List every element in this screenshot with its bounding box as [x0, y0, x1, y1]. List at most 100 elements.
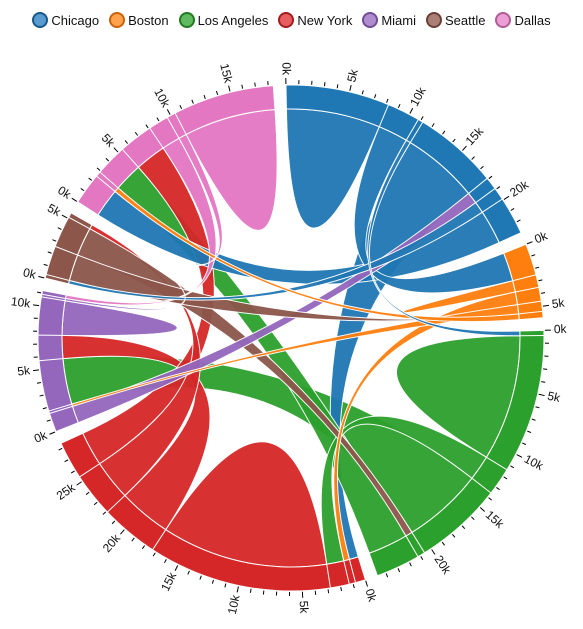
subgroup-divider: [41, 296, 66, 302]
subgroup-divider: [515, 286, 539, 293]
tick-mark: [241, 84, 244, 89]
subgroup-divider: [486, 456, 508, 471]
legend-label: Boston: [128, 12, 169, 28]
subgroup-divider: [107, 495, 126, 513]
tick-label: 5k: [546, 389, 562, 406]
tick-mark: [516, 454, 523, 458]
legend-item-boston[interactable]: Boston: [109, 12, 169, 28]
tick-label: 10k: [522, 452, 547, 474]
tick-label: 10k: [151, 86, 173, 111]
legend-swatch: [178, 12, 195, 28]
chord-miami-miami[interactable]: [61, 300, 178, 337]
chord-miami-seattle[interactable]: [64, 224, 186, 311]
legend-item-dallas[interactable]: Dallas: [495, 12, 551, 28]
tick-mark: [488, 497, 492, 501]
group-arc-new-york[interactable]: [60, 432, 367, 592]
tick-mark: [349, 84, 352, 92]
tick-mark: [397, 103, 401, 109]
tick-label: 10k: [225, 593, 243, 616]
tick-mark: [52, 239, 57, 242]
tick-mark: [32, 369, 40, 372]
tick-label: 20k: [507, 177, 532, 200]
tick-mark: [228, 85, 231, 92]
legend-label: New York: [297, 12, 353, 28]
subgroup-divider: [70, 212, 93, 226]
tick-mark: [462, 145, 467, 151]
tick-mark: [85, 491, 90, 496]
tick-mark: [96, 167, 101, 171]
tick-mark: [461, 525, 466, 530]
legend-item-los-angeles[interactable]: Los Angeles: [178, 12, 268, 28]
tick-mark: [93, 501, 98, 506]
legend-label: Seattle: [445, 12, 486, 28]
tick-mark: [33, 304, 40, 307]
subgroup-divider: [41, 293, 66, 299]
tick-mark: [120, 529, 125, 535]
tick-mark: [43, 263, 48, 266]
subgroup-divider: [149, 127, 164, 149]
tick-label: 15k: [158, 569, 180, 593]
tick-mark: [105, 157, 110, 162]
tick-mark: [441, 541, 445, 546]
tick-mark: [36, 382, 42, 384]
tick-label: 20k: [100, 531, 124, 556]
legend-item-chicago[interactable]: Chicago: [32, 12, 99, 28]
subgroup-divider: [122, 149, 139, 168]
subgroup-divider: [471, 477, 492, 494]
group-arc-dallas[interactable]: [76, 85, 276, 216]
legend-item-miami[interactable]: Miami: [362, 12, 416, 28]
tick-mark: [199, 575, 202, 580]
tick-label: 5k: [551, 295, 566, 311]
legend-label: Dallas: [514, 12, 551, 28]
tick-mark: [70, 470, 75, 474]
tick-mark: [386, 98, 389, 103]
tick-mark: [57, 227, 62, 230]
tick-mark: [141, 545, 146, 550]
tick-label: 5k: [344, 67, 361, 84]
tick-mark: [47, 251, 52, 254]
tick-mark: [211, 579, 214, 584]
tick-mark: [409, 562, 412, 567]
tick-mark: [535, 406, 540, 409]
tick-mark: [102, 511, 107, 515]
tick-mark: [496, 186, 501, 190]
tick-mark: [471, 156, 475, 160]
subgroup-divider: [468, 177, 488, 194]
tick-mark: [531, 418, 536, 421]
tick-mark: [145, 124, 149, 129]
tick-mark: [361, 90, 364, 95]
tick-label: 5k: [17, 363, 32, 379]
tick-mark: [39, 394, 44, 397]
subgroup-divider: [99, 171, 119, 189]
tick-mark: [503, 476, 508, 480]
tick-mark: [49, 431, 56, 435]
subgroup-divider: [152, 529, 167, 551]
tick-mark: [42, 407, 47, 410]
tick-mark: [540, 292, 546, 294]
group-arc-chicago[interactable]: [285, 84, 522, 244]
tick-mark: [442, 130, 446, 135]
subgroup-divider: [343, 560, 350, 585]
group-arc-boston[interactable]: [503, 243, 544, 321]
group-arcs: [37, 84, 545, 592]
subgroup-divider: [409, 121, 424, 143]
subgroup-divider: [348, 559, 357, 583]
subgroup-divider: [79, 463, 100, 478]
legend-swatch: [426, 12, 442, 28]
tick-mark: [134, 132, 139, 136]
tick-mark: [409, 108, 414, 114]
subgroup-divider: [517, 300, 542, 306]
tick-mark: [166, 109, 171, 115]
legend-item-new-york[interactable]: New York: [278, 12, 352, 28]
tick-mark: [452, 138, 456, 143]
tick-mark: [37, 291, 42, 294]
tick-mark: [46, 419, 51, 422]
tick-mark: [420, 116, 424, 121]
legend-item-seattle[interactable]: Seattle: [426, 12, 485, 28]
tick-mark: [340, 586, 343, 592]
group-arc-miami[interactable]: [37, 289, 79, 433]
subgroup-divider: [96, 175, 116, 192]
tick-mark: [496, 487, 500, 491]
group-arc-los-angeles[interactable]: [368, 329, 545, 577]
legend: Chicago Boston Los Angeles New York Miami Sea…: [0, 12, 583, 28]
